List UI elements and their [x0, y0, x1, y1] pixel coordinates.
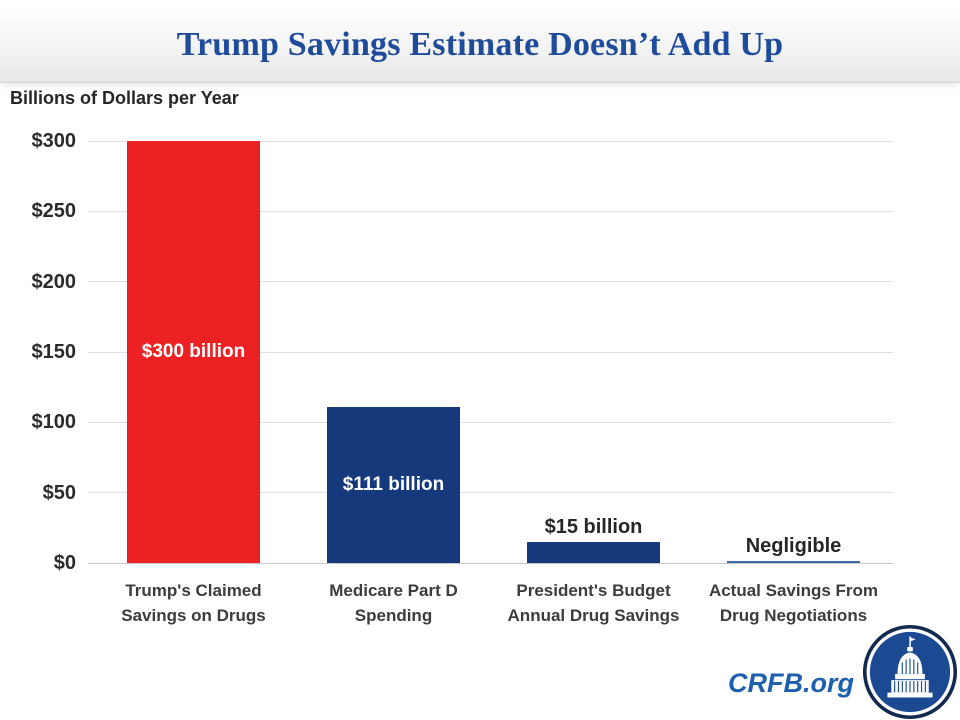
x-axis-line — [88, 562, 893, 564]
y-tick-label: $150 — [31, 341, 77, 363]
title-banner: Trump Savings Estimate Doesn’t Add Up — [0, 8, 960, 83]
y-tick-label: $200 — [31, 270, 77, 293]
gridline — [88, 210, 893, 212]
y-tick-label: $300 — [31, 130, 77, 152]
bar-value-label: Negligible — [745, 535, 842, 557]
gridline — [88, 351, 893, 353]
chart-title: Trump Savings Estimate Doesn’t Add Up — [176, 26, 784, 63]
x-category-label: Trump's Claimed Savings on Drugs — [121, 581, 266, 625]
gridline — [88, 140, 893, 142]
gridline — [88, 492, 893, 494]
bar-value-label: $15 billion — [544, 516, 643, 538]
y-tick-label: $0 — [53, 552, 76, 574]
x-category-label: Medicare Part D Spending — [329, 581, 458, 625]
y-tick-label: $50 — [42, 481, 76, 504]
x-category-label: Actual Savings From Drug Negotiations — [708, 581, 879, 625]
crfb-org-link[interactable]: CRFB.org — [728, 668, 854, 698]
bar: $300 billion — [127, 141, 260, 563]
gridline — [88, 281, 893, 283]
x-category-label: President's Budget Annual Drug Savings — [507, 581, 680, 625]
bar-value-label: $300 billion — [141, 341, 246, 362]
y-tick-label: $100 — [31, 411, 77, 434]
capitol-icon — [862, 624, 958, 720]
bar — [527, 542, 660, 563]
gridline — [88, 421, 893, 423]
y-tick-label: $250 — [31, 200, 77, 223]
bar — [727, 561, 860, 563]
bar-value-label: $111 billion — [342, 474, 445, 495]
bar: $111 billion — [327, 407, 460, 563]
y-axis-title: Billions of Dollars per Year — [10, 88, 239, 108]
